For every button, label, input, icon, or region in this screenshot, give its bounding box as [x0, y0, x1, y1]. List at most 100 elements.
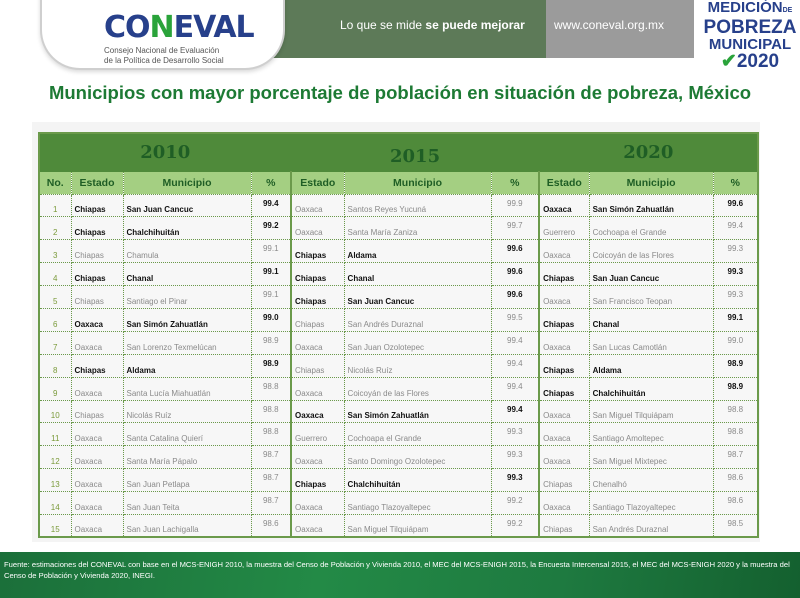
municipio-cell: San Juan Lachigalla: [122, 513, 252, 538]
municipio-cell: Chenalhó: [588, 468, 714, 493]
municipio-cell: San Simón Zahuatlán: [122, 307, 252, 332]
municipio-cell: San Juan Ozolotepec: [343, 330, 492, 355]
col-pct: %: [250, 170, 292, 195]
pct-cell: 98.9: [712, 376, 759, 401]
table-row: 7 Oaxaca San Lorenzo Texmelúcan 98.9 Oaxaca S…: [38, 330, 759, 355]
estado-cell: Oaxaca: [538, 445, 590, 470]
pct-cell: 99.4: [712, 216, 759, 241]
col-municipio: Municipio: [588, 170, 714, 195]
estado-cell: Chiapas: [538, 513, 590, 538]
pct-cell: 99.3: [490, 468, 540, 493]
estado-cell: Chiapas: [70, 262, 124, 287]
municipio-cell: San Francisco Teopan: [588, 285, 714, 309]
table-row: 1 Chiapas San Juan Cancuc 99.4 Oaxaca Santos …: [38, 193, 759, 218]
pct-cell: 99.1: [250, 285, 292, 309]
municipio-cell: Cochoapa el Grande: [343, 422, 492, 447]
estado-cell: Oaxaca: [290, 445, 345, 470]
row-number: 4: [38, 262, 72, 287]
estado-cell: Chiapas: [290, 239, 345, 264]
pct-cell: 98.7: [712, 445, 759, 470]
estado-cell: Oaxaca: [290, 216, 345, 241]
col-estado: Estado: [290, 170, 345, 195]
municipio-cell: Santiago Amoltepec: [588, 422, 714, 447]
estado-cell: Chiapas: [538, 353, 590, 378]
pct-cell: 99.4: [490, 353, 540, 378]
year-header-row: 2010 2015 2020: [38, 132, 759, 172]
col-pct: %: [712, 170, 759, 195]
estado-cell: Chiapas: [70, 216, 124, 241]
municipio-cell: Aldama: [343, 239, 492, 264]
row-number: 7: [38, 330, 72, 355]
pct-cell: 98.8: [250, 376, 292, 401]
municipio-cell: San Juan Cancuc: [343, 285, 492, 309]
pct-cell: 99.3: [712, 239, 759, 264]
row-number: 11: [38, 422, 72, 447]
estado-cell: Oaxaca: [290, 491, 345, 515]
municipio-cell: San Juan Teita: [122, 491, 252, 515]
estado-cell: Chiapas: [70, 239, 124, 264]
municipio-cell: Santiago Tlazoyaltepec: [588, 491, 714, 515]
municipio-cell: Chalchihuitán: [343, 468, 492, 493]
municipio-cell: San Simón Zahuatlán: [343, 399, 492, 424]
table-row: 8 Chiapas Aldama 98.9 Chiapas Nicolás Ruíz 99.…: [38, 353, 759, 378]
municipio-cell: San Andrés Duraznal: [343, 307, 492, 332]
website-link[interactable]: www.coneval.org.mx: [554, 18, 665, 32]
estado-cell: Oaxaca: [70, 307, 124, 332]
page-title: Municipios con mayor porcentaje de pobla…: [48, 82, 752, 103]
estado-cell: Chiapas: [290, 262, 345, 287]
pct-cell: 99.1: [250, 239, 292, 264]
table-row: 4 Chiapas Chanal 99.1 Chiapas Chanal 99.6 Chiap…: [38, 262, 759, 287]
pct-cell: 99.9: [490, 193, 540, 218]
pct-cell: 98.8: [712, 399, 759, 424]
municipio-cell: Chalchihuitán: [588, 376, 714, 401]
estado-cell: Oaxaca: [290, 513, 345, 538]
row-number: 2: [38, 216, 72, 241]
municipio-cell: Santa Lucía Miahuatlán: [122, 376, 252, 401]
municipio-cell: Chamula: [122, 239, 252, 264]
row-number: 15: [38, 513, 72, 538]
estado-cell: Chiapas: [70, 193, 124, 218]
estado-cell: Chiapas: [70, 285, 124, 309]
estado-cell: Chiapas: [290, 468, 345, 493]
pct-cell: 98.9: [250, 353, 292, 378]
medicion-pobreza-logo: MEDICIÓNDE POBREZA MUNICIPAL ✔2020: [703, 0, 797, 72]
municipio-cell: Nicolás Ruíz: [343, 353, 492, 378]
municipio-cell: Santiago el Pinar: [122, 285, 252, 309]
pct-cell: 99.1: [250, 262, 292, 287]
header-url-band: [546, 0, 694, 58]
row-number: 12: [38, 445, 72, 470]
pct-cell: 99.4: [490, 376, 540, 401]
pct-cell: 98.6: [250, 513, 292, 538]
pct-cell: 98.8: [250, 399, 292, 424]
pct-cell: 99.1: [712, 307, 759, 332]
row-number: 3: [38, 239, 72, 264]
estado-cell: Chiapas: [70, 399, 124, 424]
pct-cell: 99.3: [712, 285, 759, 309]
municipio-cell: Nicolás Ruíz: [122, 399, 252, 424]
pct-cell: 98.9: [712, 353, 759, 378]
pct-cell: 98.8: [712, 422, 759, 447]
col-estado: Estado: [70, 170, 124, 195]
estado-cell: Oaxaca: [70, 468, 124, 493]
table-row: 5 Chiapas Santiago el Pinar 99.1 Chiapas San …: [38, 285, 759, 309]
col-no: No.: [38, 170, 72, 195]
pct-cell: 99.2: [490, 491, 540, 515]
municipio-cell: San Miguel Tilquiápam: [343, 513, 492, 538]
row-number: 13: [38, 468, 72, 493]
year-2015: 2015: [290, 132, 540, 172]
slogan: Lo que se mide se puede mejorar: [340, 18, 525, 32]
estado-cell: Oaxaca: [70, 330, 124, 355]
estado-cell: Oaxaca: [538, 285, 590, 309]
row-number: 8: [38, 353, 72, 378]
pct-cell: 99.4: [250, 193, 292, 218]
municipio-cell: Aldama: [122, 353, 252, 378]
estado-cell: Oaxaca: [70, 422, 124, 447]
pct-cell: 99.7: [490, 216, 540, 241]
municipio-cell: San Juan Cancuc: [588, 262, 714, 287]
source-footer: Fuente: estimaciones del CONEVAL con bas…: [0, 552, 800, 598]
municipio-cell: Santo Domingo Ozolotepec: [343, 445, 492, 470]
pct-cell: 99.2: [490, 513, 540, 538]
pct-cell: 99.2: [250, 216, 292, 241]
municipio-cell: Santa María Pápalo: [122, 445, 252, 470]
municipio-cell: Chalchihuitán: [122, 216, 252, 241]
